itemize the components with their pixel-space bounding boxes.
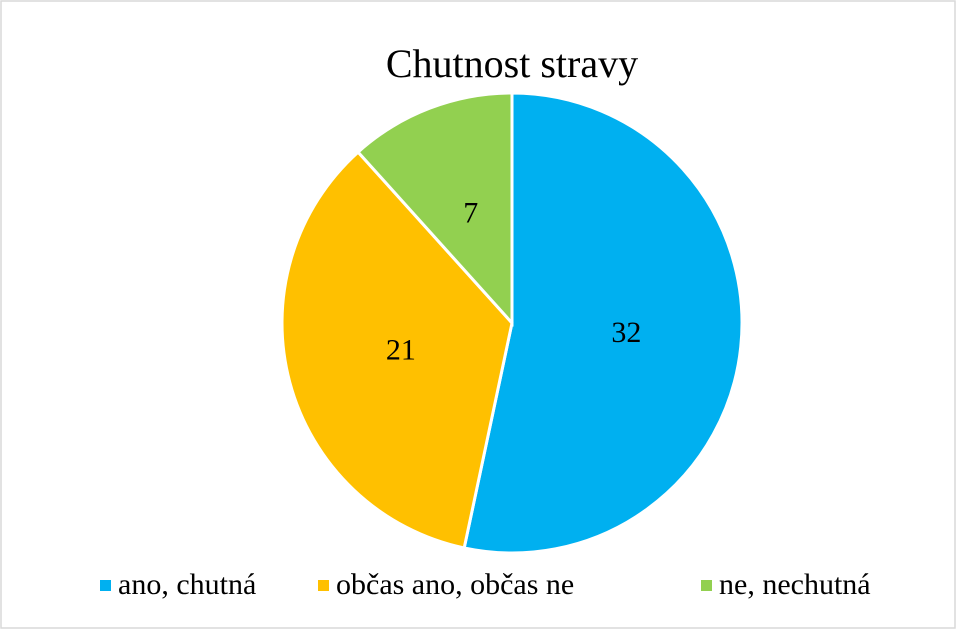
- legend-label: ne, nechutná: [719, 568, 871, 601]
- legend-swatch: [318, 580, 329, 591]
- data-label: 32: [611, 316, 641, 349]
- legend-swatch: [701, 580, 712, 591]
- data-label: 21: [386, 334, 416, 367]
- legend-swatch: [100, 580, 111, 591]
- pie-slice: [462, 91, 744, 555]
- data-label: 7: [463, 197, 478, 230]
- legend-label: ano, chutná: [118, 568, 256, 601]
- chart-title: Chutnost stravy: [386, 41, 638, 86]
- pie-slice: [280, 149, 514, 550]
- pie-slice: [355, 91, 514, 327]
- legend-label: občas ano, občas ne: [336, 568, 574, 601]
